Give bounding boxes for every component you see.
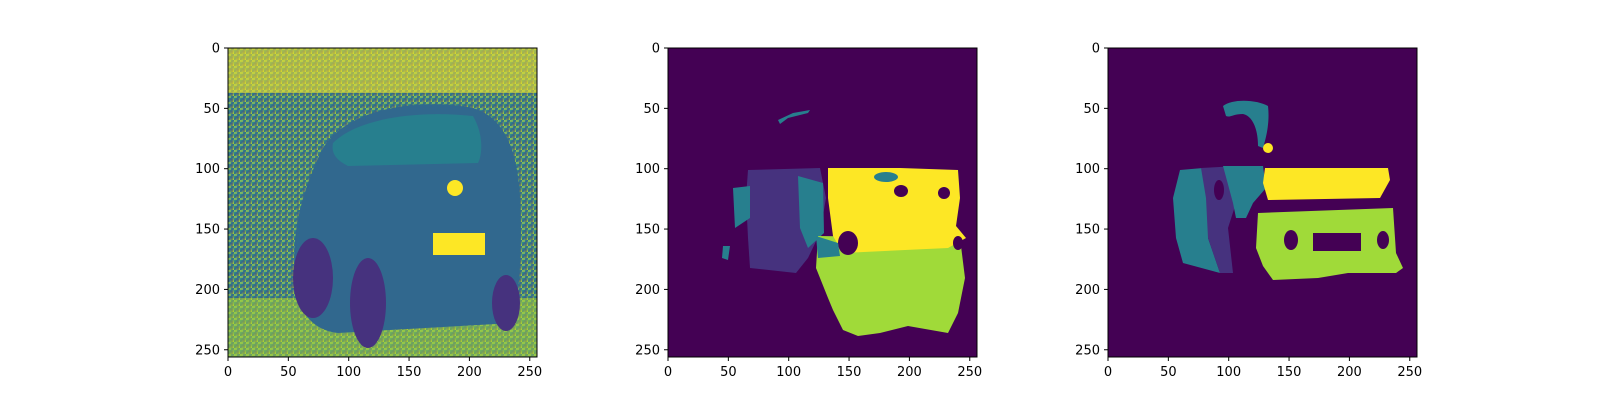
- mask-region-roof: [1223, 100, 1269, 148]
- y-tick-label: 250: [1075, 343, 1100, 358]
- photo-car-window: [332, 114, 482, 166]
- mask-hole-light-right: [938, 187, 950, 199]
- y-tick-label: 250: [195, 343, 220, 358]
- mask-hole-logo: [874, 172, 898, 182]
- panel-2-frame: [667, 47, 978, 358]
- panel-2: 0 50 100 150 200 250 0 50 100 150 200 250: [635, 42, 982, 381]
- panel-3: 0 50 100 150 200 250 0 50 100 150 200 250: [1075, 42, 1422, 381]
- mask-fragment-roof: [778, 110, 810, 124]
- x-tick-label: 100: [336, 365, 361, 380]
- mask-region-spot: [1263, 143, 1273, 153]
- x-tick-label: 50: [1160, 365, 1177, 380]
- y-tick-label: 0: [212, 42, 220, 57]
- y-tick-label: 150: [635, 223, 660, 238]
- x-tick-label: 100: [1216, 365, 1241, 380]
- mask-fragment-left: [722, 246, 730, 260]
- photo-car-logo: [447, 180, 463, 196]
- y-tick-label: 200: [1075, 283, 1100, 298]
- x-tick-label: 200: [897, 365, 922, 380]
- x-tick-label: 250: [517, 365, 542, 380]
- y-tick-label: 50: [643, 102, 660, 117]
- y-tick-label: 100: [635, 162, 660, 177]
- mask-hole-light-left: [894, 185, 908, 197]
- mask-region-pillar: [798, 176, 824, 248]
- panel-3-image: [1108, 48, 1417, 357]
- mask-background: [1108, 48, 1417, 357]
- x-tick-label: 150: [837, 365, 862, 380]
- panel-2-ticks: 0 50 100 150 200 250 0 50 100 150 200 250: [635, 42, 982, 381]
- mask-hole-bumper-left: [838, 231, 858, 255]
- panel-1-ticks: 0 50 100 150 200 250 0 50 100 150 200 250: [195, 42, 542, 381]
- photo-license-plate: [433, 233, 485, 255]
- x-tick-label: 150: [1277, 365, 1302, 380]
- y-tick-label: 0: [652, 42, 660, 57]
- x-tick-label: 0: [224, 365, 232, 380]
- y-tick-label: 0: [1092, 42, 1100, 57]
- y-tick-label: 200: [635, 283, 660, 298]
- x-tick-label: 250: [1397, 365, 1422, 380]
- x-tick-label: 0: [664, 365, 672, 380]
- y-tick-label: 100: [195, 162, 220, 177]
- panel-2-image: [668, 48, 977, 357]
- y-tick-label: 50: [1083, 102, 1100, 117]
- y-tick-label: 150: [1075, 223, 1100, 238]
- y-tick-label: 50: [203, 102, 220, 117]
- mask-hole-bumper-right: [1377, 231, 1389, 249]
- x-tick-label: 50: [720, 365, 737, 380]
- panel-1-image: [228, 48, 537, 357]
- x-tick-label: 150: [397, 365, 422, 380]
- x-tick-label: 0: [1104, 365, 1112, 380]
- y-tick-label: 150: [195, 223, 220, 238]
- y-tick-label: 250: [635, 343, 660, 358]
- mask-hole-plate: [1313, 233, 1361, 251]
- mask-region-rear: [828, 168, 966, 253]
- x-tick-label: 50: [280, 365, 297, 380]
- panel-3-frame: [1107, 47, 1418, 358]
- photo-car-wheel-front: [350, 258, 386, 348]
- panel-3-ticks: 0 50 100 150 200 250 0 50 100 150 200 250: [1075, 42, 1422, 381]
- x-tick-label: 200: [457, 365, 482, 380]
- mask-region-door: [1201, 166, 1238, 273]
- x-tick-label: 100: [776, 365, 801, 380]
- panel-1: 0 50 100 150 200 250 0 50 100 150 200 250: [195, 42, 542, 381]
- photo-upper-wall: [228, 48, 537, 93]
- y-tick-label: 200: [195, 283, 220, 298]
- mask-hole-door: [1214, 180, 1224, 200]
- photo-car-wheel-left: [293, 238, 333, 318]
- x-tick-label: 200: [1337, 365, 1362, 380]
- mask-region-mirror: [733, 186, 750, 228]
- mask-region-pillar: [1223, 166, 1266, 218]
- x-tick-label: 250: [957, 365, 982, 380]
- mask-region-corner: [816, 236, 840, 258]
- mask-region-bumper: [816, 236, 965, 336]
- mask-region-rear: [1263, 168, 1390, 200]
- mask-region-mirror: [1173, 168, 1220, 273]
- panel-1-frame: [227, 47, 538, 358]
- mask-hole-bumper-left: [1284, 230, 1298, 250]
- y-tick-label: 100: [1075, 162, 1100, 177]
- mask-hole-bumper-right: [953, 236, 963, 250]
- photo-car-wheel-right: [492, 275, 520, 331]
